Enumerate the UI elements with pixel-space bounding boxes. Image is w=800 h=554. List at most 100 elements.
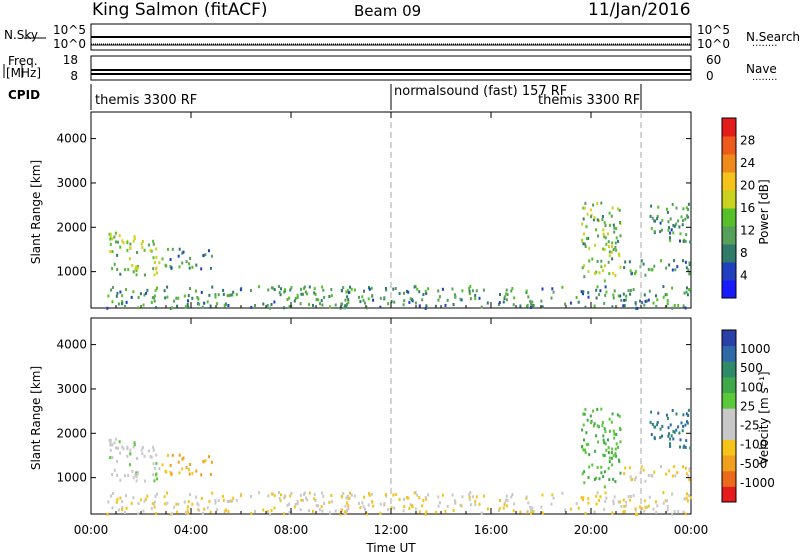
echo-cell [347, 301, 350, 305]
echo-cell [616, 207, 619, 211]
echo-cell [128, 463, 131, 467]
echo-cell [290, 286, 293, 289]
echo-cell [126, 248, 129, 252]
echo-cell [608, 456, 611, 460]
echo-cell [652, 301, 655, 305]
echo-cell [394, 493, 397, 496]
echo-cell [152, 473, 155, 477]
echo-cell [635, 306, 637, 310]
velocity-colorbar-tick-label: -25 [740, 419, 760, 433]
echo-cell [469, 503, 472, 507]
echo-cell [604, 236, 607, 240]
echo-cell [116, 267, 119, 271]
echo-cell [107, 294, 110, 298]
echo-cell [612, 293, 615, 297]
power-colorbar: 4 8 12 16 20 24 28 [721, 117, 755, 299]
echo-cell [350, 287, 353, 291]
echo-cell [367, 297, 370, 301]
echo-cell [119, 245, 122, 249]
velocity-colorbar-swatch [722, 423, 736, 440]
echo-cell [187, 500, 190, 504]
echo-cell [687, 408, 690, 412]
echo-cell [541, 493, 544, 497]
echo-cell [583, 264, 586, 268]
echo-cell [671, 203, 674, 206]
echo-cell [339, 512, 342, 516]
echo-cell [361, 501, 364, 505]
echo-cell [632, 494, 635, 498]
echo-cell [468, 286, 471, 290]
echo-cell [541, 305, 544, 309]
echo-cell [471, 495, 474, 499]
echo-cell [607, 240, 610, 244]
echo-cell [387, 508, 390, 512]
echo-cell [341, 289, 343, 293]
echo-cell [286, 298, 289, 301]
power-colorbar-swatch [722, 208, 736, 227]
echo-cell [631, 477, 633, 481]
echo-cell [679, 445, 681, 449]
echo-cell [588, 465, 591, 469]
echo-cell [593, 304, 596, 308]
echo-cell [175, 296, 178, 300]
echo-cell [142, 303, 145, 307]
echo-cell [361, 295, 364, 299]
echo-cell [647, 268, 650, 271]
echo-cell [117, 508, 120, 512]
echo-cell [350, 493, 353, 497]
nsky-tick-high: 10^5 [53, 23, 86, 37]
echo-cell [313, 287, 316, 291]
echo-cell [111, 300, 114, 304]
echo-cell [163, 289, 166, 293]
echo-cell [640, 259, 643, 263]
echo-cell [109, 456, 112, 460]
echo-cell [623, 266, 626, 270]
echo-cell [617, 500, 620, 504]
echo-cell [406, 289, 408, 293]
echo-cell [683, 291, 686, 295]
echo-cell [200, 290, 203, 294]
echo-cell [582, 292, 584, 296]
echo-cell [110, 494, 112, 498]
echo-cell [593, 422, 596, 426]
cpid-label: CPID [8, 88, 41, 102]
echo-cell [328, 295, 331, 298]
echo-cell [527, 295, 530, 299]
echo-cell [125, 288, 127, 292]
echo-cell [551, 287, 554, 291]
velocity-colorbar-swatch [722, 361, 736, 378]
echo-cell [106, 306, 109, 310]
echo-cell [409, 503, 412, 507]
nsearch-tick-high: 10^5 [697, 23, 730, 37]
echo-cell [608, 211, 611, 215]
echo-cell [294, 502, 297, 506]
echo-cell [424, 306, 427, 310]
echo-cell [216, 508, 219, 512]
echo-cell [113, 441, 116, 445]
echo-cell [451, 493, 454, 497]
echo-cell [185, 466, 188, 470]
echo-cell [365, 306, 368, 310]
echo-cell [379, 296, 382, 300]
echo-cell [413, 491, 416, 495]
echo-cell [153, 466, 156, 470]
echo-cell [250, 511, 253, 515]
echo-cell [211, 285, 214, 289]
echo-cell [647, 504, 650, 508]
echo-cell [587, 291, 590, 295]
echo-cell [136, 265, 139, 268]
power-colorbar-tick-label: 24 [740, 156, 755, 170]
echo-cell [258, 285, 261, 289]
echo-cell [475, 289, 478, 293]
echo-cell [119, 272, 122, 276]
echo-cell [596, 491, 599, 495]
echo-cell [628, 260, 631, 264]
echo-cell [671, 306, 674, 310]
echo-cell [209, 472, 212, 476]
echo-cell [687, 208, 690, 211]
echo-cell [349, 285, 351, 289]
velocity-colorbar-label: Velocity [m s⁻¹] [757, 371, 771, 464]
echo-cell [250, 289, 252, 292]
echo-cell [135, 471, 138, 475]
echo-cell [173, 299, 176, 303]
